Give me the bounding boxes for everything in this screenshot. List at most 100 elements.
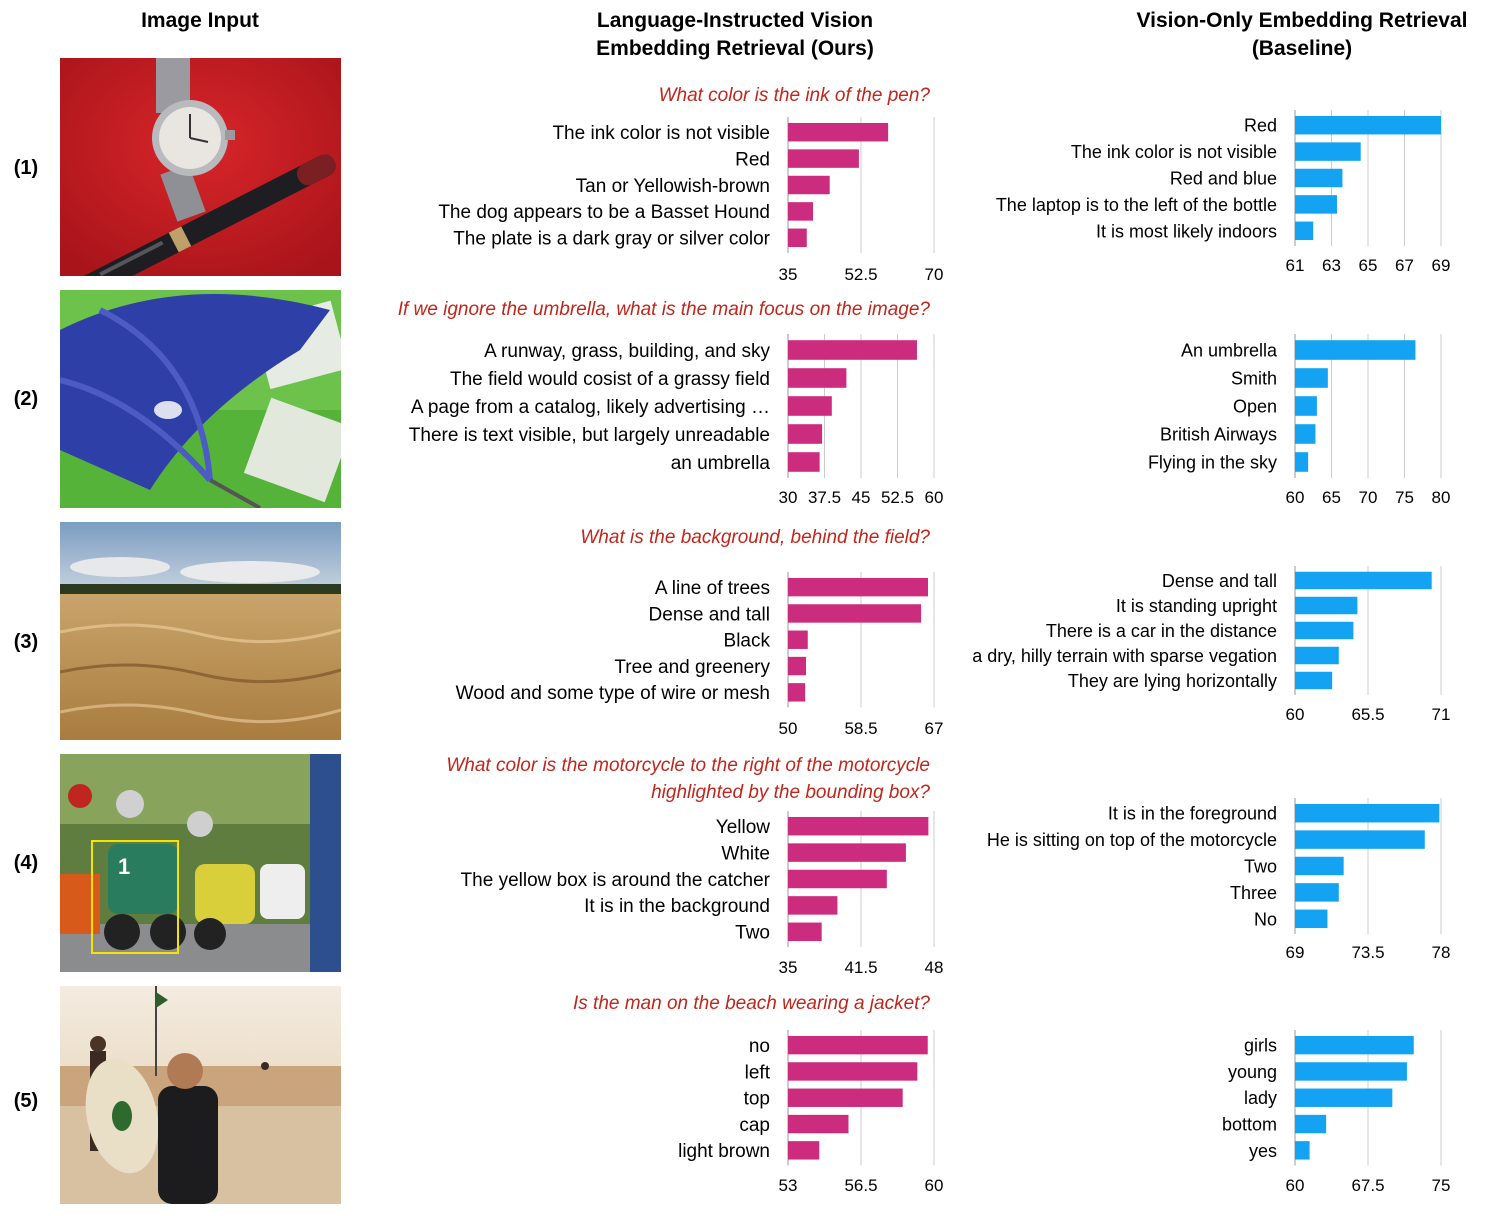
category-label: A page from a catalog, likely advertisin… [411,397,770,418]
row-label-4: (4) [13,852,39,874]
x-tick-label: 70 [925,265,944,284]
category-label: young [1228,1062,1277,1082]
bar [1295,1035,1414,1055]
x-tick-label: 65 [1359,256,1378,275]
category-label: Yellow [716,817,771,838]
photo-watch-and-pen [60,58,341,276]
category-label: left [745,1062,771,1083]
bar [788,340,917,360]
row-label-2: (2) [13,388,39,410]
category-label: Dense and tall [649,604,770,625]
category-label: British Airways [1160,424,1277,444]
bar [788,896,838,915]
category-label: A line of trees [655,578,770,599]
ours-chart-row-1: 35 52.5 70 The ink color is not visible Red T… [438,117,943,284]
image-input-title: Image Input [141,9,259,32]
x-tick-label: 67 [1395,256,1414,275]
bar [788,396,832,416]
bar [1295,115,1441,135]
x-tick-label: 78 [1432,943,1451,962]
bar [1295,168,1343,188]
bar [788,816,929,836]
question-3: What is the background, behind the field… [580,524,930,551]
x-tick-label: 75 [1432,1176,1451,1195]
category-label: girls [1244,1036,1277,1056]
bar [1295,452,1309,472]
category-label: bottom [1222,1115,1277,1135]
category-label: no [749,1036,770,1057]
category-label: Three [1230,883,1277,903]
bar [788,1035,928,1055]
bar [1295,396,1317,416]
x-tick-label: 52.5 [844,265,877,284]
photo-surfer-on-beach [60,986,341,1204]
x-tick-label: 60 [925,488,944,507]
category-label: It is most likely indoors [1096,221,1277,241]
question-4: What color is the motorcycle to the righ… [446,752,930,806]
bar [788,122,889,142]
category-label: The laptop is to the left of the bottle [996,195,1277,215]
bar [788,228,807,248]
row-label-1: (1) [13,157,39,179]
x-tick-label: 53 [779,1176,798,1195]
category-label: It is in the foreground [1108,804,1277,824]
category-label: Two [1244,856,1277,876]
bar [788,630,808,649]
ours-chart-row-5: 53 56.5 60 no left top cap light brown [678,1030,943,1195]
baseline-chart-row-3: 60 65.5 71 Dense and tall It is standing upr… [972,566,1450,724]
category-label: He is sitting on top of the motorcycle [987,830,1277,850]
photo-wheat-field [60,522,341,740]
x-tick-label: 35 [779,958,798,977]
category-label: Smith [1231,368,1277,388]
x-tick-label: 67 [925,719,944,738]
question-2-line-1: If we ignore the umbrella, what is the m… [397,299,930,320]
x-tick-label: 41.5 [844,958,877,977]
category-label: It is in the background [584,896,770,917]
bar [1295,1088,1393,1107]
category-label: White [721,843,770,864]
baseline-column-title: Vision-Only Embedding Retrieval (Baselin… [1100,7,1500,63]
bar [1295,195,1337,214]
x-tick-label: 52.5 [881,488,914,507]
x-tick-label: 35 [779,265,798,284]
bar [1295,1114,1327,1134]
x-tick-label: 70 [1359,488,1378,507]
category-label: light brown [678,1141,770,1162]
category-label: The ink color is not visible [552,123,770,144]
bar [1295,883,1339,902]
bar [1295,340,1416,360]
category-label: No [1254,909,1277,929]
bar [788,175,830,195]
bar [1295,571,1432,590]
category-label: Open [1233,396,1277,416]
question-3-line-1: What is the background, behind the field… [580,527,930,548]
category-label: Tree and greenery [614,657,770,678]
category-label: Red [735,149,770,170]
category-label: An umbrella [1181,340,1278,360]
x-tick-label: 60 [1286,488,1305,507]
baseline-title-line-1: Vision-Only Embedding Retrieval [1136,9,1468,32]
bar [788,922,822,942]
bar [788,202,814,221]
ours-title-line-1: Language-Instructed Vision [596,9,874,32]
category-label: yes [1249,1141,1277,1161]
baseline-title-line-2: (Baseline) [1251,37,1353,60]
category-label: Red [1244,116,1277,136]
bar [788,1114,849,1134]
bar [1295,830,1425,849]
question-2: If we ignore the umbrella, what is the m… [398,296,930,323]
bar [1295,803,1440,823]
x-tick-label: 60 [1286,1176,1305,1195]
category-label: There is text visible, but largely unrea… [409,425,770,446]
category-label: top [744,1089,770,1110]
baseline-chart-row-5: 60 67.5 75 girls young lady bottom yes [1222,1030,1450,1195]
row-label-5: (5) [13,1090,39,1112]
category-label: There is a car in the distance [1046,621,1277,641]
x-tick-label: 73.5 [1351,943,1384,962]
x-tick-label: 37.5 [808,488,841,507]
x-tick-label: 50 [779,719,798,738]
bar [788,424,823,444]
bar [1295,142,1361,161]
bar [788,869,887,889]
ours-chart-row-2: 30 37.5 45 52.5 60 A runway, grass, building,… [409,334,943,507]
